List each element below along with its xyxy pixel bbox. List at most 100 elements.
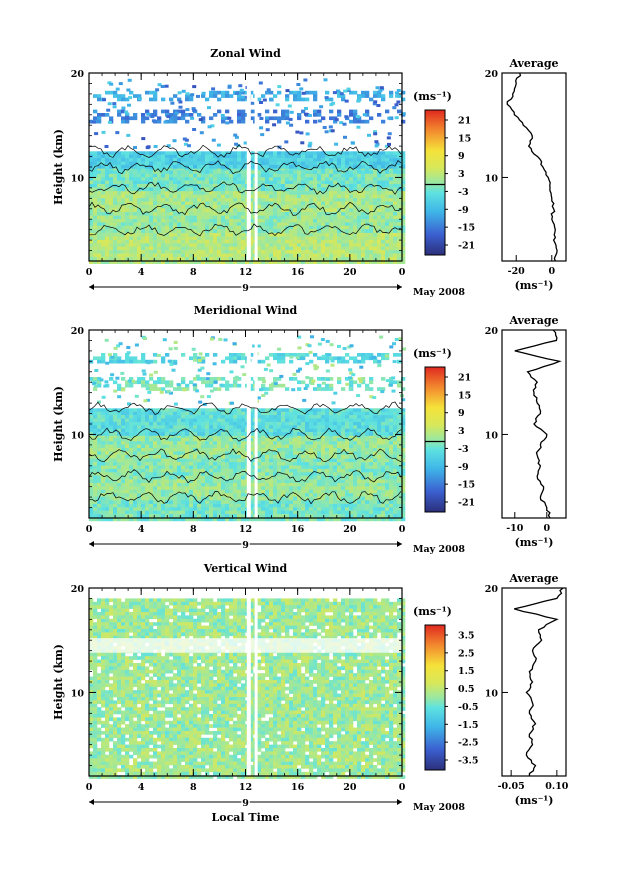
heatmap-cell (309, 167, 314, 171)
heatmap-cell (181, 222, 186, 227)
heatmap-cell (89, 161, 94, 166)
heatmap-cell (117, 462, 122, 466)
heatmap-cell (149, 173, 154, 178)
heatmap-cell (237, 90, 242, 95)
heatmap-cell (393, 170, 398, 175)
heatmap-cell (353, 517, 358, 522)
heatmap-cell (361, 479, 366, 484)
heatmap-cell (189, 113, 194, 117)
heatmap-cell (297, 198, 302, 202)
heatmap-cell (397, 246, 402, 251)
heatmap-cell (217, 109, 222, 114)
heatmap-cell (317, 493, 322, 497)
heatmap-cell (237, 219, 242, 223)
heatmap-cell (345, 517, 350, 522)
heatmap-cell (381, 462, 386, 466)
heatmap-cell (193, 198, 198, 202)
heatmap-cell (377, 472, 382, 476)
heatmap-cell (393, 465, 398, 470)
heatmap-cell (149, 97, 154, 102)
heatmap-cell (229, 194, 234, 199)
heatmap-cell (305, 462, 310, 466)
heatmap-cell (293, 486, 298, 491)
heatmap-cell (385, 170, 390, 175)
heatmap-cell (321, 219, 326, 223)
heatmap-cell (189, 510, 194, 515)
heatmap-cell (125, 239, 130, 244)
heatmap-cell (141, 465, 146, 470)
heatmap-cell (225, 496, 230, 501)
heatmap-cell (209, 191, 214, 195)
heatmap-cell (89, 170, 94, 175)
heatmap-cell (281, 180, 286, 185)
heatmap-cell (385, 164, 390, 169)
heatmap-cell (329, 154, 334, 159)
heatmap-cell (365, 458, 370, 463)
heatmap-cell (393, 219, 398, 223)
heatmap-cell (197, 219, 202, 223)
heatmap-cell (277, 496, 282, 501)
heatmap-cell (305, 493, 310, 497)
heatmap-cell (393, 187, 398, 192)
heatmap-cell (169, 250, 174, 254)
heatmap-cell (345, 191, 350, 195)
heatmap-cell (205, 239, 210, 244)
heatmap-cell (137, 164, 142, 169)
heatmap-cell (393, 486, 398, 491)
heatmap-cell (173, 229, 178, 233)
heatmap-cell (381, 243, 386, 247)
heatmap-cell (337, 173, 342, 178)
heatmap-cell (301, 465, 306, 470)
heatmap-cell (369, 239, 374, 244)
heatmap-cell (225, 514, 230, 518)
heatmap-cell (97, 493, 102, 497)
heatmap-cell (229, 167, 234, 171)
heatmap-cell (181, 194, 186, 199)
heatmap-cell (105, 194, 110, 199)
heatmap-cell (325, 219, 330, 223)
heatmap-cell (153, 500, 158, 505)
heatmap-cell (121, 180, 126, 185)
heatmap-cell (365, 243, 370, 247)
heatmap-cell (281, 184, 286, 188)
heatmap-cell (401, 260, 406, 264)
heatmap-cell (117, 236, 122, 241)
heatmap-cell (213, 468, 218, 473)
heatmap-cell (181, 496, 186, 501)
heatmap-cell (385, 507, 390, 511)
heatmap-cell (265, 233, 270, 237)
heatmap-cell (217, 215, 222, 220)
heatmap-cell (269, 458, 274, 463)
heatmap-cell (381, 236, 386, 241)
heatmap-cell (349, 517, 354, 522)
heatmap-cell (177, 465, 182, 470)
heatmap-cell (365, 246, 370, 251)
heatmap-cell (133, 184, 138, 188)
heatmap-cell (261, 173, 266, 178)
heatmap-cell (393, 233, 398, 237)
heatmap-cell (273, 503, 278, 508)
heatmap-cell (389, 154, 394, 159)
heatmap-cell (185, 219, 190, 223)
heatmap-cell (185, 260, 190, 264)
heatmap-cell (337, 154, 342, 159)
heatmap-cell (257, 113, 262, 117)
heatmap-cell (241, 187, 246, 192)
heatmap-cell (333, 243, 338, 247)
heatmap-cell (317, 161, 322, 166)
heatmap-cell (241, 167, 246, 171)
heatmap-cell (153, 97, 158, 102)
heatmap-cell (265, 119, 270, 124)
heatmap-cell (225, 250, 230, 254)
heatmap-cell (365, 510, 370, 515)
heatmap-cell (133, 146, 137, 149)
heatmap-cell (161, 465, 166, 470)
heatmap-cell (374, 144, 379, 148)
heatmap-cell (389, 187, 394, 192)
heatmap-cell (129, 253, 134, 258)
heatmap-cell (309, 90, 314, 95)
heatmap-cell (309, 198, 314, 202)
heatmap-cell (301, 173, 306, 178)
heatmap-cell (113, 465, 118, 470)
heatmap-cell (169, 493, 174, 497)
